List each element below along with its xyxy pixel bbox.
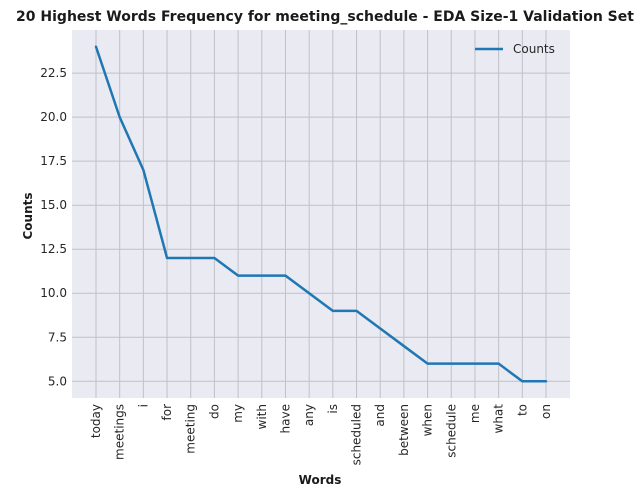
x-tick-label: is <box>326 404 340 414</box>
legend: Counts <box>475 42 555 56</box>
y-tick-label: 12.5 <box>40 242 67 256</box>
x-tick-label: my <box>231 404 245 423</box>
x-tick-label: on <box>539 404 553 419</box>
x-tick-label: to <box>515 404 529 416</box>
x-tick-label: for <box>160 404 174 421</box>
plot-area <box>72 30 570 398</box>
x-tick-label: with <box>255 404 269 429</box>
y-tick-label: 7.5 <box>48 330 67 344</box>
x-tick-label: do <box>207 404 221 419</box>
y-axis-ticks: 5.0 7.5 10.0 12.5 15.0 17.5 20.0 22.5 <box>40 66 67 388</box>
x-tick-label: between <box>397 404 411 456</box>
x-tick-label: meeting <box>184 404 198 454</box>
y-tick-label: 10.0 <box>40 286 67 300</box>
x-tick-label: today <box>89 404 103 438</box>
series-lines <box>94 45 548 383</box>
y-tick-label: 15.0 <box>40 198 67 212</box>
x-tick-label: meetings <box>113 404 127 460</box>
y-tick-label: 5.0 <box>48 374 67 388</box>
x-tick-label: scheduled <box>350 404 364 465</box>
x-tick-label: what <box>492 404 506 434</box>
legend-label: Counts <box>513 42 555 56</box>
x-tick-label: any <box>302 404 316 426</box>
chart-title: 20 Highest Words Frequency for meeting_s… <box>16 9 634 25</box>
x-axis-title: Words <box>299 473 342 487</box>
series-line <box>94 45 548 383</box>
y-tick-label: 22.5 <box>40 66 67 80</box>
y-tick-label: 20.0 <box>40 110 67 124</box>
grid-lines <box>72 30 570 398</box>
x-tick-label: me <box>468 404 482 423</box>
x-tick-label: have <box>278 404 292 433</box>
x-tick-label: and <box>373 404 387 427</box>
x-axis-ticks: today meetings i for meeting do my with have any i… <box>89 404 553 466</box>
x-tick-label: i <box>136 404 150 407</box>
y-axis-title: Counts <box>21 192 35 239</box>
x-tick-label: when <box>421 404 435 436</box>
y-tick-label: 17.5 <box>40 154 67 168</box>
x-tick-label: schedule <box>444 404 458 458</box>
